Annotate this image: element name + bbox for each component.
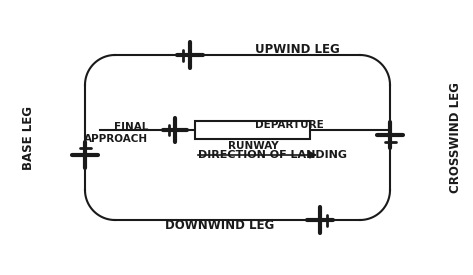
Text: DEPARTURE: DEPARTURE <box>255 120 324 130</box>
Text: FINAL
APPROACH: FINAL APPROACH <box>84 122 148 144</box>
Text: CROSSWIND LEG: CROSSWIND LEG <box>448 82 462 193</box>
Text: RUNWAY: RUNWAY <box>228 141 278 151</box>
Text: DOWNWIND LEG: DOWNWIND LEG <box>166 219 275 232</box>
Text: BASE LEG: BASE LEG <box>21 106 35 170</box>
Text: UPWIND LEG: UPWIND LEG <box>255 43 340 56</box>
Text: DIRECTION OF LANDING: DIRECTION OF LANDING <box>198 150 347 160</box>
Bar <box>195 121 310 139</box>
